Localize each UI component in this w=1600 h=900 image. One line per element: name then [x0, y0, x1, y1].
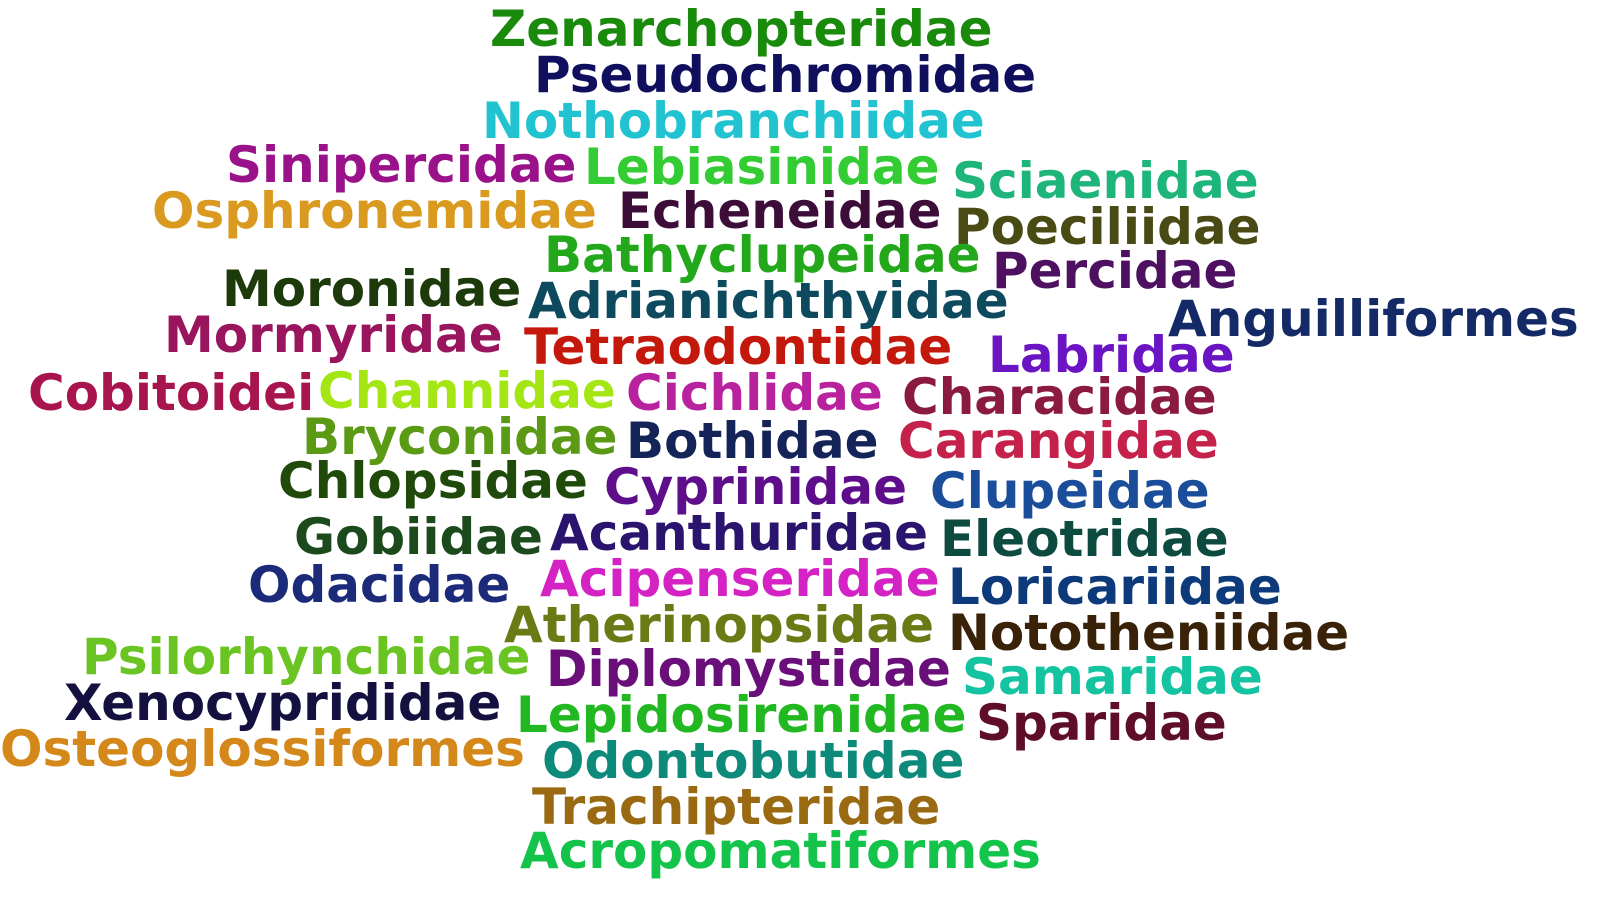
word-clupeidae: Clupeidae: [930, 462, 1210, 520]
word-xenocyprididae: Xenocyprididae: [64, 674, 502, 732]
word-moronidae: Moronidae: [222, 260, 522, 318]
word-tetraodontidae: Tetraodontidae: [524, 318, 953, 376]
word-sinipercidae: Sinipercidae: [226, 136, 577, 194]
word-acanthuridae: Acanthuridae: [550, 504, 929, 562]
word-sciaenidae: Sciaenidae: [952, 152, 1259, 210]
word-acipenseridae: Acipenseridae: [540, 550, 940, 608]
word-lepidosirenidae: Lepidosirenidae: [516, 686, 967, 744]
word-psilorhynchidae: Psilorhynchidae: [82, 628, 531, 686]
word-nothobranchiidae: Nothobranchiidae: [482, 92, 985, 150]
word-pseudochromidae: Pseudochromidae: [534, 46, 1037, 104]
word-loricariidae: Loricariidae: [948, 558, 1282, 616]
word-carangidae: Carangidae: [898, 412, 1219, 470]
word-nototheniidae: Nototheniidae: [948, 604, 1350, 662]
word-cobitoidei: Cobitoidei: [28, 364, 315, 422]
word-poeciliidae: Poeciliidae: [954, 198, 1261, 256]
word-trachipteridae: Trachipteridae: [532, 778, 941, 836]
word-odacidae: Odacidae: [248, 556, 511, 614]
word-osteoglossiformes: Osteoglossiformes: [0, 720, 525, 778]
word-eleotridae: Eleotridae: [940, 510, 1229, 568]
word-osphronemidae: Osphronemidae: [152, 182, 597, 240]
word-acropomatiformes: Acropomatiformes: [520, 822, 1041, 880]
word-labridae: Labridae: [988, 326, 1235, 384]
word-bothidae: Bothidae: [626, 412, 879, 470]
word-bryconidae: Bryconidae: [302, 408, 618, 466]
word-adrianichthyidae: Adrianichthyidae: [528, 272, 1009, 330]
word-chlopsidae: Chlopsidae: [278, 452, 588, 510]
word-mormyridae: Mormyridae: [164, 306, 503, 364]
word-cichlidae: Cichlidae: [626, 364, 883, 422]
word-echeneidae: Echeneidae: [618, 182, 942, 240]
word-sparidae: Sparidae: [976, 694, 1227, 752]
word-bathyclupeidae: Bathyclupeidae: [544, 226, 981, 284]
word-characidae: Characidae: [902, 368, 1217, 426]
word-percidae: Percidae: [992, 242, 1238, 300]
word-samaridae: Samaridae: [962, 648, 1263, 706]
word-cyprinidae: Cyprinidae: [604, 458, 908, 516]
word-channidae: Channidae: [318, 362, 616, 420]
word-atherinopsidae: Atherinopsidae: [504, 596, 934, 654]
word-gobiidae: Gobiidae: [294, 508, 543, 566]
word-diplomystidae: Diplomystidae: [546, 640, 951, 698]
word-zenarchopteridae: Zenarchopteridae: [490, 0, 993, 58]
word-lebiasinidae: Lebiasinidae: [584, 138, 940, 196]
word-anguilliformes: Anguilliformes: [1168, 290, 1579, 348]
word-odontobutidae: Odontobutidae: [542, 732, 965, 790]
